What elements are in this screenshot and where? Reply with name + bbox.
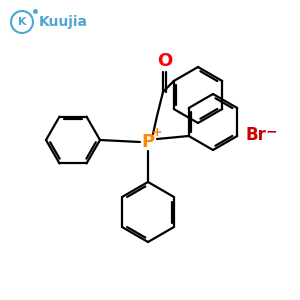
Text: +: + bbox=[152, 127, 162, 140]
Text: Kuujia: Kuujia bbox=[39, 15, 88, 29]
Text: K: K bbox=[18, 17, 26, 27]
Text: −: − bbox=[265, 124, 277, 138]
Text: Br: Br bbox=[246, 126, 266, 144]
Text: P: P bbox=[141, 133, 154, 151]
Text: O: O bbox=[157, 52, 172, 70]
